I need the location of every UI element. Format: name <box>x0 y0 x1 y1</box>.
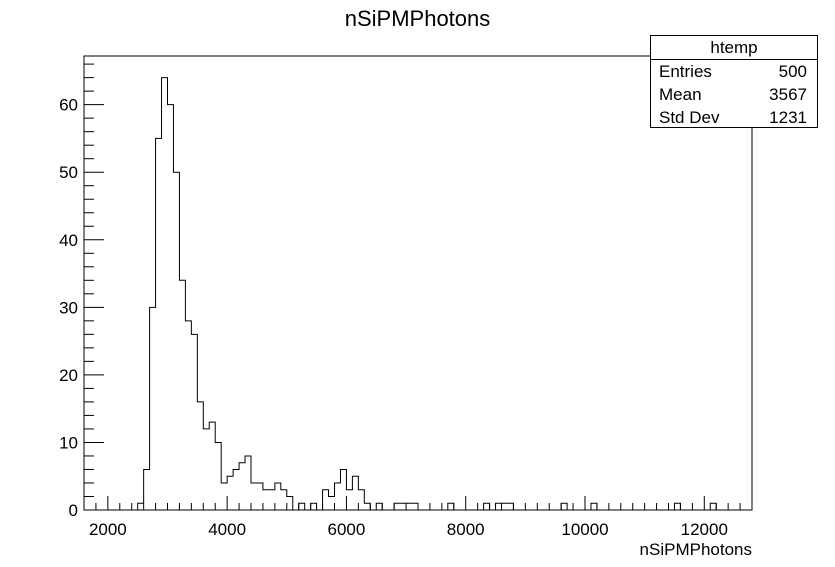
histogram-bin <box>138 503 144 510</box>
histogram-bin <box>507 503 513 510</box>
histogram-bin <box>144 469 150 510</box>
histogram-bin <box>406 503 412 510</box>
histogram-bin <box>329 496 335 510</box>
y-tick-label: 60 <box>59 96 78 115</box>
histogram-bin <box>502 503 508 510</box>
stats-std-value: 1231 <box>769 108 807 127</box>
y-tick-label: 50 <box>59 163 78 182</box>
histogram-bin <box>352 476 358 510</box>
histogram-bin <box>197 402 203 510</box>
histogram-bin <box>156 138 162 510</box>
histogram-bin <box>251 483 257 510</box>
x-tick-label: 12000 <box>681 520 728 539</box>
histogram-bin <box>364 503 370 510</box>
histogram-bin <box>150 307 156 510</box>
stats-std-label: Std Dev <box>659 108 720 127</box>
histogram-bin <box>209 422 215 510</box>
stats-mean-value: 3567 <box>769 85 807 104</box>
stats-row-mean: Mean 3567 <box>651 83 817 106</box>
histogram-bin <box>185 321 191 510</box>
histogram-bin <box>358 490 364 510</box>
stats-entries-value: 500 <box>778 62 807 81</box>
y-tick-label: 20 <box>59 366 78 385</box>
histogram-bin <box>168 105 174 510</box>
histogram-bin <box>340 469 346 510</box>
histogram-bin <box>257 483 263 510</box>
y-tick-label: 0 <box>69 501 78 520</box>
histogram-outline <box>107 77 747 511</box>
histogram-bin <box>245 456 251 510</box>
x-tick-label: 4000 <box>208 520 246 539</box>
histogram-bin <box>215 442 221 510</box>
histogram-bin <box>281 490 287 510</box>
histogram-bin <box>191 334 197 510</box>
histogram-bin <box>376 503 382 510</box>
stats-mean-label: Mean <box>659 85 702 104</box>
histogram-bin <box>239 463 245 510</box>
histogram-bin <box>299 503 305 510</box>
stats-box: htemp Entries 500 Mean 3567 Std Dev 1231 <box>650 35 818 128</box>
histogram-bin <box>561 503 567 510</box>
histogram-bin <box>269 490 275 510</box>
y-tick-label: 10 <box>59 433 78 452</box>
histogram-bin <box>287 496 293 510</box>
histogram-bin <box>710 503 716 510</box>
histogram-bin <box>448 503 454 510</box>
histogram-bin <box>400 503 406 510</box>
x-tick-label: 8000 <box>447 520 485 539</box>
histogram-bin <box>674 503 680 510</box>
x-tick-label: 10000 <box>561 520 608 539</box>
histogram-bin <box>203 429 209 510</box>
histogram-bin <box>346 490 352 510</box>
y-tick-label: 40 <box>59 231 78 250</box>
histogram-bin <box>496 503 502 510</box>
stats-row-entries: Entries 500 <box>651 60 817 83</box>
stats-entries-label: Entries <box>659 62 712 81</box>
histogram-bin <box>484 503 490 510</box>
histogram-bin <box>323 490 329 510</box>
y-axis: 0 10 20 30 40 50 60 <box>59 63 104 520</box>
histogram-bin <box>263 490 269 510</box>
stats-box-title: htemp <box>651 36 817 60</box>
histogram-bin <box>412 503 418 510</box>
histogram-bin <box>311 503 317 510</box>
histogram-bin <box>275 483 281 510</box>
y-tick-label: 30 <box>59 298 78 317</box>
histogram-bin <box>335 483 341 510</box>
histogram-bin <box>227 476 233 510</box>
histogram-bin <box>591 503 597 510</box>
x-tick-label: 6000 <box>328 520 366 539</box>
histogram-bars <box>107 77 747 511</box>
histogram-bin <box>162 78 168 510</box>
histogram-bin <box>394 503 400 510</box>
x-axis-label: nSiPMPhotons <box>640 540 752 559</box>
histogram-bin <box>221 483 227 510</box>
x-tick-label: 2000 <box>89 520 127 539</box>
stats-row-std: Std Dev 1231 <box>651 106 817 129</box>
histogram-bin <box>173 172 179 510</box>
chart-title: nSiPMPhotons <box>344 6 491 31</box>
histogram-bin <box>179 280 185 510</box>
histogram-bin <box>233 469 239 510</box>
